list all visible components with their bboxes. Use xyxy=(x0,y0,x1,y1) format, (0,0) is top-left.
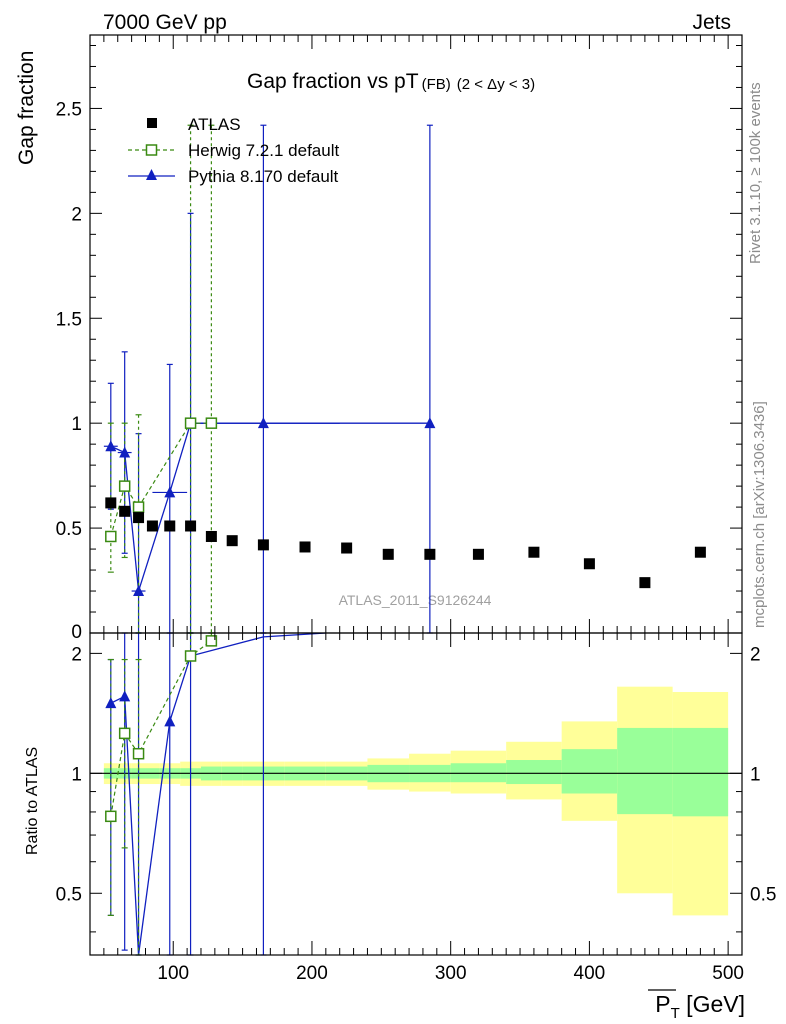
herwig-point xyxy=(105,530,117,543)
legend-atlas-label: ATLAS xyxy=(188,115,241,134)
legend-pythia: Pythia 8.170 default xyxy=(128,167,339,186)
herwig-point xyxy=(132,501,145,513)
bottom-ytick-label-left: 0.5 xyxy=(56,884,82,905)
atlas-point xyxy=(424,548,436,560)
band-inner xyxy=(672,727,729,817)
ratio-herwig-point xyxy=(118,727,131,740)
top-ytick-label: 1.5 xyxy=(56,309,82,330)
bottom-ytick-label-right: 1 xyxy=(750,764,761,785)
title-main: Gap fraction vs pT xyxy=(247,70,419,93)
ratio-pythia-point xyxy=(119,690,131,702)
atlas-point xyxy=(528,546,540,558)
band-inner xyxy=(450,763,507,783)
bottom-ytick-label-right: 0.5 xyxy=(750,884,776,905)
herwig-point xyxy=(118,480,131,492)
xlabel-sub: T xyxy=(671,1005,680,1022)
plot-title: Gap fraction vs pT (FB) (2 < Δy < 3) xyxy=(247,70,535,93)
xlabel-unit: [GeV] xyxy=(680,991,745,1017)
ratio-series xyxy=(105,632,326,956)
title-sub1: (FB) xyxy=(422,76,451,93)
atlas-point xyxy=(694,546,706,558)
bottom-ylabel: Ratio to ATLAS xyxy=(24,747,41,855)
legend-atlas: ATLAS xyxy=(147,115,241,134)
pythia-point xyxy=(133,585,145,597)
pythia-point xyxy=(424,417,436,429)
legend-herwig-label: Herwig 7.2.1 default xyxy=(188,141,339,160)
top-ylabel: Gap fraction xyxy=(15,51,38,165)
atlas-point xyxy=(639,577,651,589)
ratio-pythia-line xyxy=(110,632,326,956)
rivet-label: Rivet 3.1.10, ≥ 100k events xyxy=(747,82,764,264)
atlas-point xyxy=(164,520,176,532)
legend-herwig: Herwig 7.2.1 default xyxy=(128,141,339,160)
analysis-label: ATLAS_2011_S9126244 xyxy=(339,592,492,608)
atlas-point xyxy=(119,505,131,517)
herwig-point xyxy=(205,417,218,429)
title-sub2: (2 < Δy < 3) xyxy=(457,76,535,93)
legend-pythia-label: Pythia 8.170 default xyxy=(188,167,339,186)
pythia-point xyxy=(257,417,269,429)
band-inner xyxy=(617,727,673,815)
ratio-uncertainty-bands xyxy=(90,686,742,916)
energy-label: 7000 GeV pp xyxy=(103,11,227,34)
axes: 0.5 1 1.5 2 2.5 0 0.5 0.5 1 1 2 2 100 200 300 400 500 xyxy=(56,34,776,984)
top-ytick-label: 1 xyxy=(71,414,82,435)
atlas-point xyxy=(341,542,353,554)
pythia-point xyxy=(105,440,117,452)
ratio-herwig-point xyxy=(184,650,197,662)
pythia-point xyxy=(164,486,176,498)
atlas-point xyxy=(146,520,158,532)
mcplots-label: mcplots.cern.ch [arXiv:1306.3436] xyxy=(751,401,768,628)
ratio-pythia-point xyxy=(164,715,176,727)
xtick-label: 200 xyxy=(296,963,328,984)
ratio-herwig-point xyxy=(132,747,145,760)
ratio-pythia-point xyxy=(105,697,117,709)
xlabel-main: P xyxy=(655,991,670,1017)
herwig-point xyxy=(184,417,197,429)
atlas-point xyxy=(226,535,238,547)
top-ytick-label: 2.5 xyxy=(56,99,82,120)
pythia-point xyxy=(119,446,131,458)
top-ytick-zero: 0 xyxy=(71,622,82,643)
ratio-herwig-point xyxy=(205,635,218,647)
band-inner xyxy=(506,760,562,785)
xtick-label: 300 xyxy=(435,963,467,984)
atlas-point xyxy=(472,548,484,560)
pythia-line xyxy=(110,422,430,592)
xtick-label: 400 xyxy=(574,963,606,984)
bottom-frame xyxy=(89,632,743,956)
atlas-point xyxy=(583,558,595,570)
category-label: Jets xyxy=(692,11,731,34)
atlas-point xyxy=(105,497,117,509)
bottom-ytick-label-right: 2 xyxy=(750,644,761,665)
top-ytick-label: 0.5 xyxy=(56,519,82,540)
legend: ATLAS Herwig 7.2.1 default Pythia 8.170 … xyxy=(128,115,339,186)
xtick-label: 500 xyxy=(712,963,744,984)
atlas-point xyxy=(382,548,394,560)
x-axis-title: PT [GeV] xyxy=(655,991,745,1022)
atlas-point xyxy=(257,539,269,551)
atlas-point xyxy=(133,512,145,524)
bottom-ytick-label-left: 1 xyxy=(71,764,82,785)
main-series xyxy=(103,124,706,634)
ratio-herwig-point xyxy=(105,810,117,823)
atlas-point xyxy=(299,541,311,553)
xtick-label: 100 xyxy=(157,963,189,984)
atlas-point xyxy=(185,520,197,532)
atlas-point xyxy=(205,530,217,542)
band-inner xyxy=(561,749,618,794)
top-ytick-label: 2 xyxy=(71,204,82,225)
bottom-ytick-label-left: 2 xyxy=(71,644,82,665)
